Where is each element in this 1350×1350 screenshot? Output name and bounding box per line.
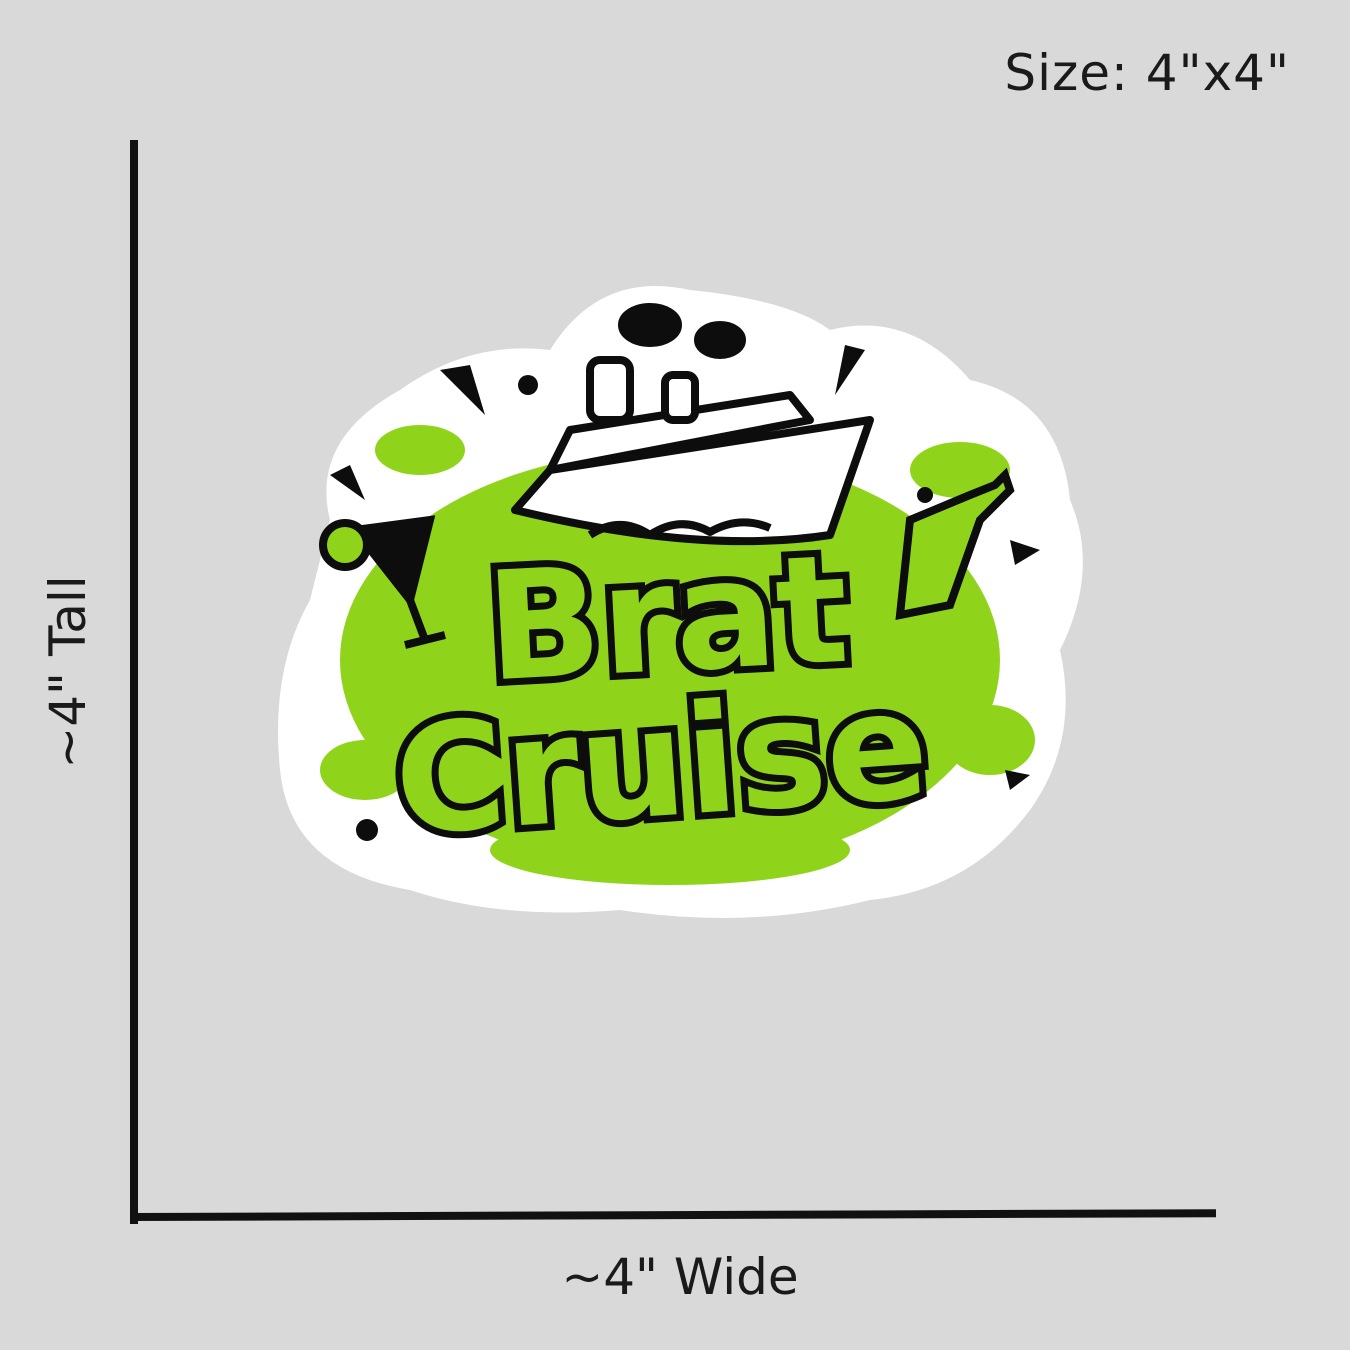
lettering-cruise: Cruise	[389, 659, 933, 870]
cocktail-glass-icon	[319, 515, 446, 649]
cruise-ship-icon	[511, 303, 874, 546]
size-label: Size: 4"x4"	[1004, 44, 1290, 102]
height-measure-line	[130, 140, 138, 1224]
confetti-icon	[330, 345, 1040, 841]
splash-icon	[320, 425, 1035, 885]
brat-cruise-sticker: Brat Cruise	[278, 286, 1083, 918]
bottle-icon	[895, 467, 1015, 620]
width-label: ~4" Wide	[561, 1248, 799, 1306]
height-label: ~4" Tall	[39, 575, 97, 769]
width-measure-line	[129, 1209, 1217, 1221]
lettering-brat: Brat	[482, 523, 852, 716]
